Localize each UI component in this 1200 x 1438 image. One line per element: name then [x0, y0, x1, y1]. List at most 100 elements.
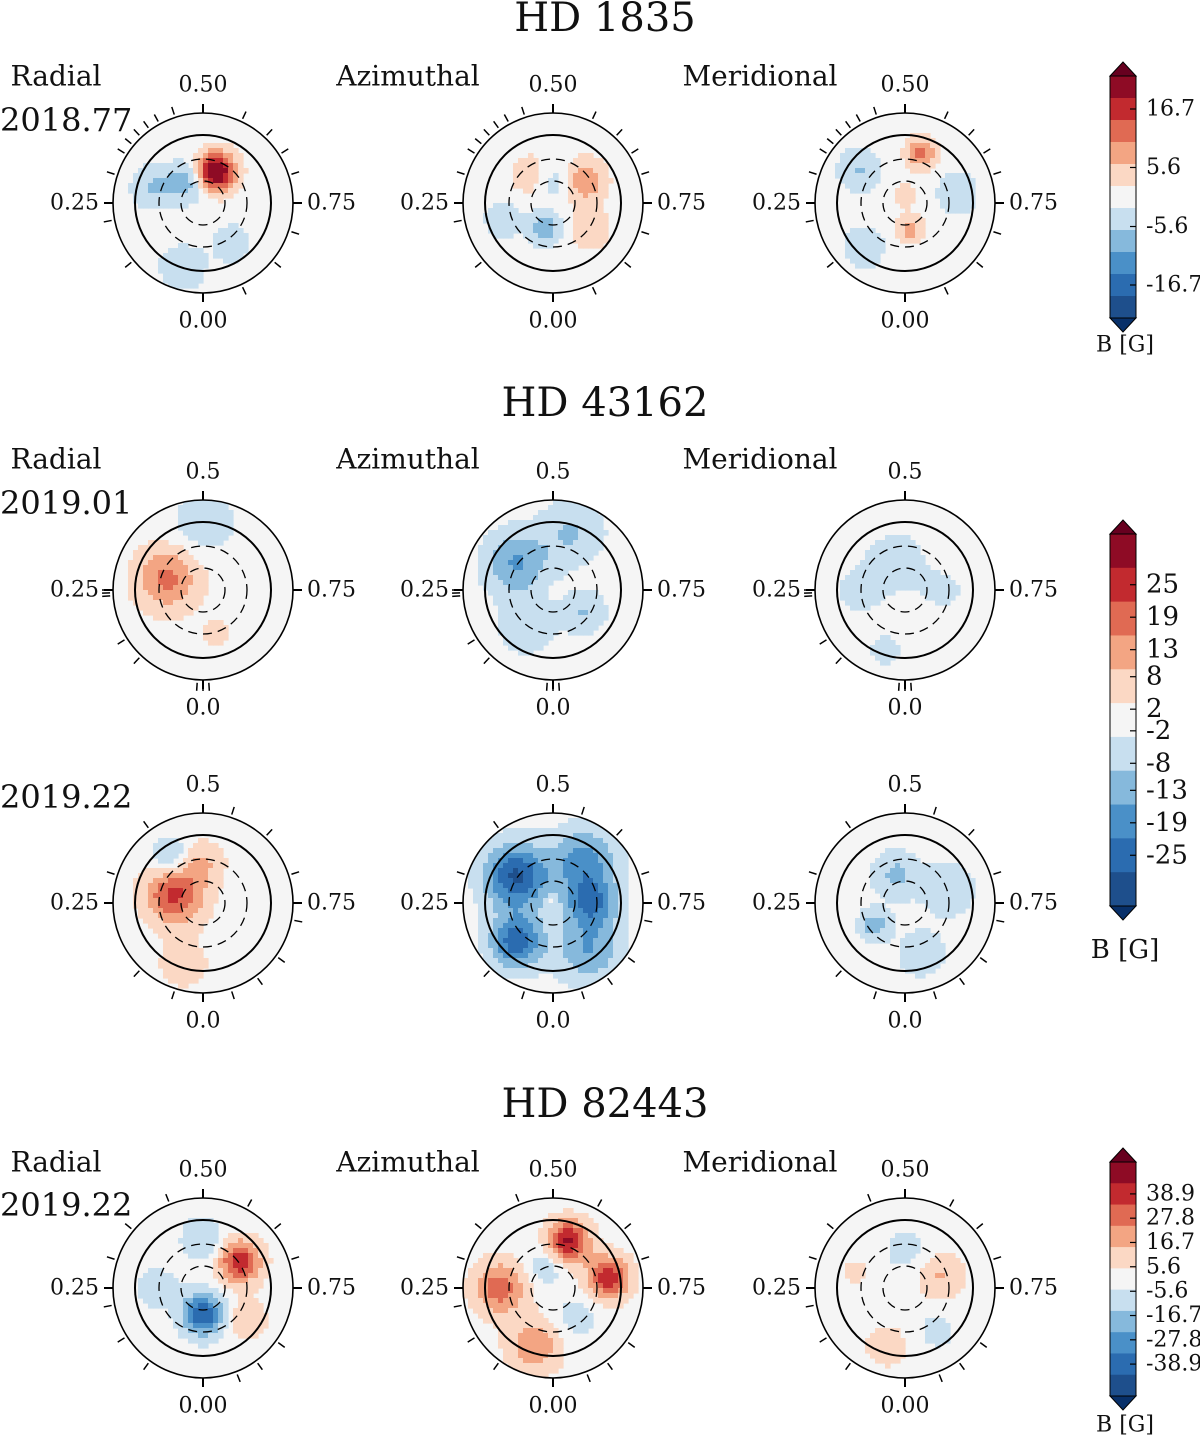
field-cell [568, 823, 574, 829]
field-cell [513, 620, 519, 626]
field-cell [558, 525, 564, 531]
field-cell [173, 560, 179, 566]
field-cell [168, 178, 174, 184]
field-cell [523, 928, 529, 934]
field-cell [218, 868, 224, 874]
field-cell [865, 933, 871, 939]
field-cell [875, 1343, 881, 1349]
field-cell [875, 163, 881, 169]
field-cell [223, 1303, 229, 1309]
field-cell [543, 565, 549, 571]
field-cell [915, 560, 921, 566]
field-cell [935, 1293, 941, 1299]
field-cell [890, 650, 896, 656]
field-cell [183, 590, 189, 596]
field-cell [168, 555, 174, 561]
field-cell [573, 888, 579, 894]
field-cell [548, 1323, 554, 1329]
field-cell [558, 575, 564, 581]
field-cell [533, 630, 539, 636]
phase-label-top: 0.50 [529, 73, 578, 98]
field-cell [223, 1243, 229, 1249]
field-cell [218, 515, 224, 521]
field-cell [865, 168, 871, 174]
field-cell [528, 898, 534, 904]
field-cell [583, 1248, 589, 1254]
field-cell [163, 928, 169, 934]
field-cell [598, 1283, 604, 1289]
field-cell [950, 898, 956, 904]
field-cell [183, 1318, 189, 1324]
field-cell [548, 893, 554, 899]
field-cell [563, 963, 569, 969]
field-cell [503, 610, 509, 616]
field-cell [523, 620, 529, 626]
field-cell [583, 625, 589, 631]
field-cell [178, 600, 184, 606]
field-cell [528, 1313, 534, 1319]
field-cell [558, 843, 564, 849]
field-cell [143, 610, 149, 616]
field-cell [498, 223, 504, 229]
field-cell [488, 858, 494, 864]
field-cell [468, 873, 474, 879]
field-cell [523, 943, 529, 949]
field-cell [513, 1328, 519, 1334]
field-cell [213, 540, 219, 546]
field-cell [198, 1238, 204, 1244]
field-cell [905, 585, 911, 591]
field-cell [133, 555, 139, 561]
field-cell [483, 545, 489, 551]
field-cell [855, 600, 861, 606]
field-cell [543, 208, 549, 214]
field-cell [188, 600, 194, 606]
field-cell [513, 1363, 519, 1369]
field-cell [178, 943, 184, 949]
field-cell [925, 1288, 931, 1294]
phase-label-right: 0.75 [657, 191, 706, 216]
field-cell [508, 540, 514, 546]
field-cell [253, 1233, 259, 1239]
field-cell [950, 908, 956, 914]
field-cell [870, 933, 876, 939]
field-cell [885, 1358, 891, 1364]
field-cell [523, 1318, 529, 1324]
field-cell [523, 1293, 529, 1299]
latitude-circle [180, 1265, 226, 1311]
field-cell [203, 1243, 209, 1249]
field-cell [875, 173, 881, 179]
field-cell [168, 838, 174, 844]
field-cell [875, 903, 881, 909]
field-cell [208, 530, 214, 536]
field-cell [488, 918, 494, 924]
field-cell [935, 963, 941, 969]
field-cell [573, 223, 579, 229]
field-cell [930, 595, 936, 601]
field-cell [533, 223, 539, 229]
field-cell [188, 193, 194, 199]
field-cell [915, 580, 921, 586]
field-cell [538, 843, 544, 849]
field-cell [223, 258, 229, 264]
field-cell [568, 620, 574, 626]
field-cell [153, 868, 159, 874]
field-cell [935, 1253, 941, 1259]
field-cell [178, 1283, 184, 1289]
field-cell [623, 858, 629, 864]
field-cell [603, 1258, 609, 1264]
field-cell [880, 1338, 886, 1344]
field-cell [153, 198, 159, 204]
field-cell [935, 153, 941, 159]
field-cell [885, 590, 891, 596]
field-cell [588, 953, 594, 959]
field-cell [563, 610, 569, 616]
field-cell [895, 645, 901, 651]
field-cell [568, 968, 574, 974]
field-cell [533, 858, 539, 864]
field-cell [503, 913, 509, 919]
field-cell [548, 233, 554, 239]
field-cell [158, 183, 164, 189]
field-cell [163, 893, 169, 899]
field-cell [218, 873, 224, 879]
field-cell [900, 233, 906, 239]
